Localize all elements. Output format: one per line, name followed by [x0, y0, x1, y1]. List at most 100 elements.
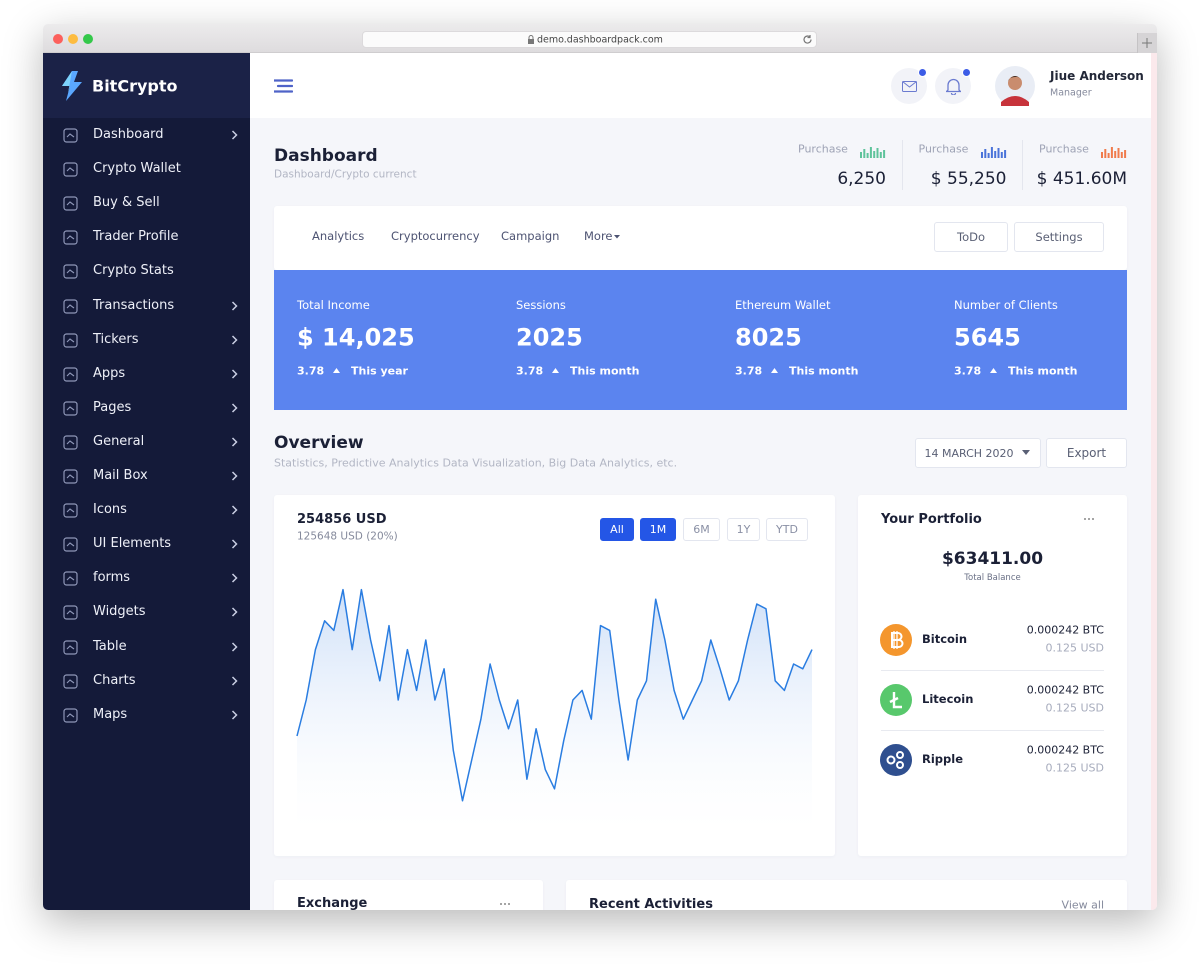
mail-badge	[918, 68, 927, 77]
stat-change: 3.78	[516, 364, 544, 378]
menu-icon	[63, 401, 78, 416]
menu-label[interactable]: UI Elements	[93, 536, 172, 552]
tab[interactable]: Cryptocurrency	[391, 229, 480, 244]
export-button[interactable]: Export	[1046, 438, 1127, 468]
menu-label[interactable]: forms	[93, 570, 131, 586]
menu-label[interactable]: Crypto Stats	[93, 263, 174, 279]
up-arrow	[990, 368, 997, 373]
stats-band	[274, 270, 1127, 410]
stat-label: Total Income	[297, 298, 370, 313]
menu-label[interactable]: Mail Box	[93, 468, 148, 484]
activities-title: Recent Activities	[589, 897, 713, 910]
minimize-button[interactable]	[68, 34, 78, 44]
menu-label[interactable]: Pages	[93, 400, 132, 415]
range-button[interactable]: All	[600, 518, 634, 541]
section-title: Overview	[274, 432, 364, 453]
menu-label[interactable]: Maps	[93, 706, 128, 722]
stat-value: 2025	[516, 323, 583, 352]
coin-amount: 0.000242 BTC	[1026, 743, 1104, 757]
up-arrow	[552, 368, 559, 373]
purchase-sparkbars	[980, 147, 1006, 158]
up-arrow	[333, 368, 340, 373]
more-menu[interactable]	[499, 902, 511, 906]
submenu-arrow	[231, 369, 238, 379]
range-button[interactable]: YTD	[766, 518, 808, 541]
submenu-arrow	[231, 130, 238, 140]
chart-value: 254856 USD	[297, 512, 387, 528]
notification-badge	[962, 68, 971, 77]
portfolio-title: Your Portfolio	[881, 512, 982, 528]
address-bar[interactable]	[362, 31, 817, 48]
menu-label[interactable]: Widgets	[93, 604, 146, 620]
menu-label[interactable]: Icons	[93, 502, 127, 518]
user-avatar[interactable]	[995, 66, 1035, 106]
menu-label[interactable]: Charts	[93, 672, 136, 688]
submenu-arrow	[231, 539, 238, 549]
coin-name[interactable]: Litecoin	[922, 692, 974, 707]
purchase-label: Purchase	[918, 142, 969, 156]
submenu-arrow	[231, 607, 238, 617]
divider	[1022, 140, 1023, 190]
menu-icon	[63, 298, 78, 314]
breadcrumb[interactable]: Dashboard/Crypto currenct	[274, 168, 417, 181]
stat-label: Ethereum Wallet	[735, 298, 831, 313]
page-title: Dashboard	[274, 145, 378, 166]
tab[interactable]: Campaign	[501, 229, 560, 244]
caret	[1021, 450, 1030, 455]
menu-toggle[interactable]	[274, 79, 293, 93]
menu-icon	[63, 673, 78, 689]
stage: BitCrypto Jiue Anderson Manager Dashboar…	[43, 53, 1157, 910]
purchase-sparkbars	[860, 147, 886, 158]
menu-icon	[63, 537, 78, 552]
date-picker[interactable]: 14 MARCH 2020	[915, 438, 1041, 468]
menu-icon	[63, 503, 78, 518]
menu-label[interactable]: Table	[93, 638, 127, 654]
url: demo.dashboardpack.com	[537, 34, 663, 46]
tab-caret	[614, 235, 620, 239]
tab-button[interactable]: Settings	[1014, 222, 1104, 252]
divider	[902, 140, 903, 190]
close-button[interactable]	[53, 34, 63, 44]
menu-label[interactable]: General	[93, 434, 145, 450]
maximize-button[interactable]	[83, 34, 93, 44]
exchange-card	[274, 880, 543, 910]
stat-period: This year	[351, 364, 408, 378]
menu-label[interactable]: Dashboard	[93, 127, 164, 143]
view-all-link[interactable]: View all	[1061, 898, 1104, 910]
reload-icon[interactable]	[802, 34, 813, 45]
menu-label[interactable]: Trader Profile	[93, 229, 179, 245]
section-subtitle: Statistics, Predictive Analytics Data Vi…	[274, 456, 678, 470]
stat-change: 3.78	[297, 364, 325, 378]
tab[interactable]: Analytics	[312, 229, 365, 244]
coin-name[interactable]: Ripple	[922, 752, 964, 767]
submenu-arrow	[231, 471, 238, 481]
tab[interactable]: More	[584, 229, 613, 244]
menu-label[interactable]: Crypto Wallet	[93, 161, 181, 177]
range-button[interactable]: 1M	[640, 518, 676, 541]
menu-label[interactable]: Tickers	[93, 331, 139, 347]
submenu-arrow	[231, 573, 238, 583]
menu-label[interactable]: Buy & Sell	[93, 195, 160, 211]
coin-divider	[881, 730, 1104, 731]
area-line	[296, 588, 813, 802]
up-arrow	[771, 368, 778, 373]
stat-change: 3.78	[954, 364, 982, 378]
brand-name[interactable]: BitCrypto	[92, 76, 178, 96]
stat-value: 5645	[954, 323, 1021, 352]
menu-label[interactable]: Apps	[93, 365, 126, 381]
menu-icon	[63, 128, 78, 143]
tab-button[interactable]: ToDo	[934, 222, 1008, 252]
coin-usd: 0.125 USD	[1045, 641, 1105, 655]
user-name[interactable]: Jiue Anderson	[1050, 68, 1144, 83]
menu-icon	[63, 708, 78, 723]
range-button[interactable]: 6M	[683, 518, 720, 541]
more-menu[interactable]	[1083, 517, 1095, 521]
user-role: Manager	[1050, 87, 1092, 99]
stat-value: 8025	[735, 323, 802, 352]
menu-label[interactable]: Transactions	[93, 297, 175, 313]
menu-icon	[63, 571, 78, 586]
coin-name[interactable]: Bitcoin	[922, 632, 968, 647]
coin-usd: 0.125 USD	[1045, 701, 1105, 715]
range-button[interactable]: 1Y	[727, 518, 760, 541]
stat-period: This month	[570, 364, 640, 378]
